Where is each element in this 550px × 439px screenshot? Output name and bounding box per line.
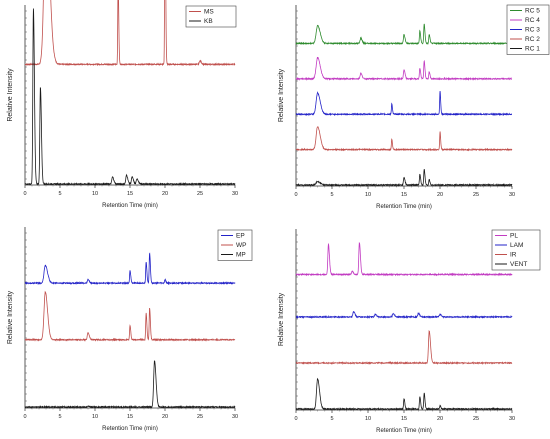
legend-label: RC 5 — [525, 8, 540, 15]
x-tick-label: 5 — [58, 414, 61, 420]
trace-rc-3 — [295, 91, 513, 117]
x-tick-label: 25 — [197, 414, 203, 420]
chart-panel-1: 0 5 10 15 20 25 30 Retention Time (min) Relative… — [7, 0, 238, 209]
legend-label: LAM — [510, 242, 523, 249]
legend-label: IR — [510, 252, 517, 259]
x-tick-label: 25 — [473, 416, 479, 422]
x-tick-label: 20 — [162, 191, 168, 197]
legend-box — [491, 229, 541, 271]
legend-label: MS — [204, 9, 214, 16]
x-tick-label: 10 — [92, 191, 98, 197]
x-tick-label: 10 — [92, 414, 98, 420]
legend-label: RC 3 — [525, 27, 540, 34]
x-tick-label: 30 — [509, 192, 515, 198]
trace-rc-1 — [295, 169, 513, 188]
trace-ir — [295, 329, 513, 366]
y-axis-title: Relative Intensity — [7, 68, 14, 122]
x-tick-label: 30 — [232, 191, 238, 197]
y-axis-title: Relative Intensity — [7, 290, 14, 344]
legend-label: RC 4 — [525, 17, 540, 24]
trace-mp — [24, 359, 236, 410]
legend: MS KB — [185, 5, 237, 28]
legend: PL LAM IR VENT — [491, 229, 541, 271]
chart-panel-3: 0 5 10 15 20 25 30 Retention Time (min) Relative… — [7, 227, 253, 432]
x-tick-label: 5 — [58, 191, 61, 197]
x-tick-label: 0 — [23, 191, 26, 197]
x-tick-label: 5 — [330, 192, 333, 198]
legend-label: VENT — [510, 261, 527, 268]
legend-label: EP — [236, 233, 245, 240]
x-tick-label: 15 — [127, 414, 133, 420]
x-axis-title: Retention Time (min) — [376, 428, 432, 434]
trace-ep — [24, 252, 236, 286]
y-axis-title: Relative Intensity — [278, 68, 285, 122]
y-axis-title: Relative Intensity — [278, 292, 285, 346]
trace-kb — [24, 8, 236, 187]
trace-pl — [295, 241, 513, 277]
x-tick-label: 25 — [197, 191, 203, 197]
x-tick-label: 10 — [365, 416, 371, 422]
legend-label: WP — [236, 242, 246, 249]
x-tick-label: 0 — [294, 416, 297, 422]
x-axis-title: Retention Time (min) — [102, 426, 158, 432]
x-tick-label: 5 — [330, 416, 333, 422]
legend: RC 5 RC 4 RC 3 RC 2 RC 1 — [506, 4, 550, 55]
chart-panel-2: 0 5 10 15 20 25 30 Retention Time (min) Relative… — [278, 4, 550, 210]
x-tick-label: 0 — [23, 414, 26, 420]
x-tick-label: 30 — [232, 414, 238, 420]
legend: EP WP MP — [217, 229, 253, 261]
trace-wp — [24, 290, 236, 342]
trace-rc-5 — [295, 23, 513, 46]
trace-lam — [295, 310, 513, 319]
legend-label: PL — [510, 233, 518, 240]
x-tick-label: 25 — [473, 192, 479, 198]
x-tick-label: 20 — [437, 192, 443, 198]
trace-ms — [24, 0, 236, 67]
x-tick-label: 30 — [509, 416, 515, 422]
legend-label: RC 2 — [525, 36, 540, 43]
x-tick-label: 15 — [401, 192, 407, 198]
trace-rc-4 — [295, 56, 513, 81]
x-axis-title: Retention Time (min) — [376, 204, 432, 210]
legend-label: KB — [204, 18, 213, 25]
x-tick-label: 20 — [437, 416, 443, 422]
x-tick-label: 15 — [127, 191, 133, 197]
chart-panel-4: 0 5 10 15 20 25 30 Retention Time (min) Relative… — [278, 229, 541, 434]
x-axis-title: Retention Time (min) — [102, 203, 158, 209]
trace-rc-2 — [295, 126, 513, 152]
x-tick-label: 0 — [294, 192, 297, 198]
x-tick-label: 15 — [401, 416, 407, 422]
legend-label: RC 1 — [525, 46, 540, 53]
legend-label: MP — [236, 252, 246, 259]
trace-vent — [295, 377, 513, 412]
x-tick-label: 20 — [162, 414, 168, 420]
x-tick-label: 10 — [365, 192, 371, 198]
